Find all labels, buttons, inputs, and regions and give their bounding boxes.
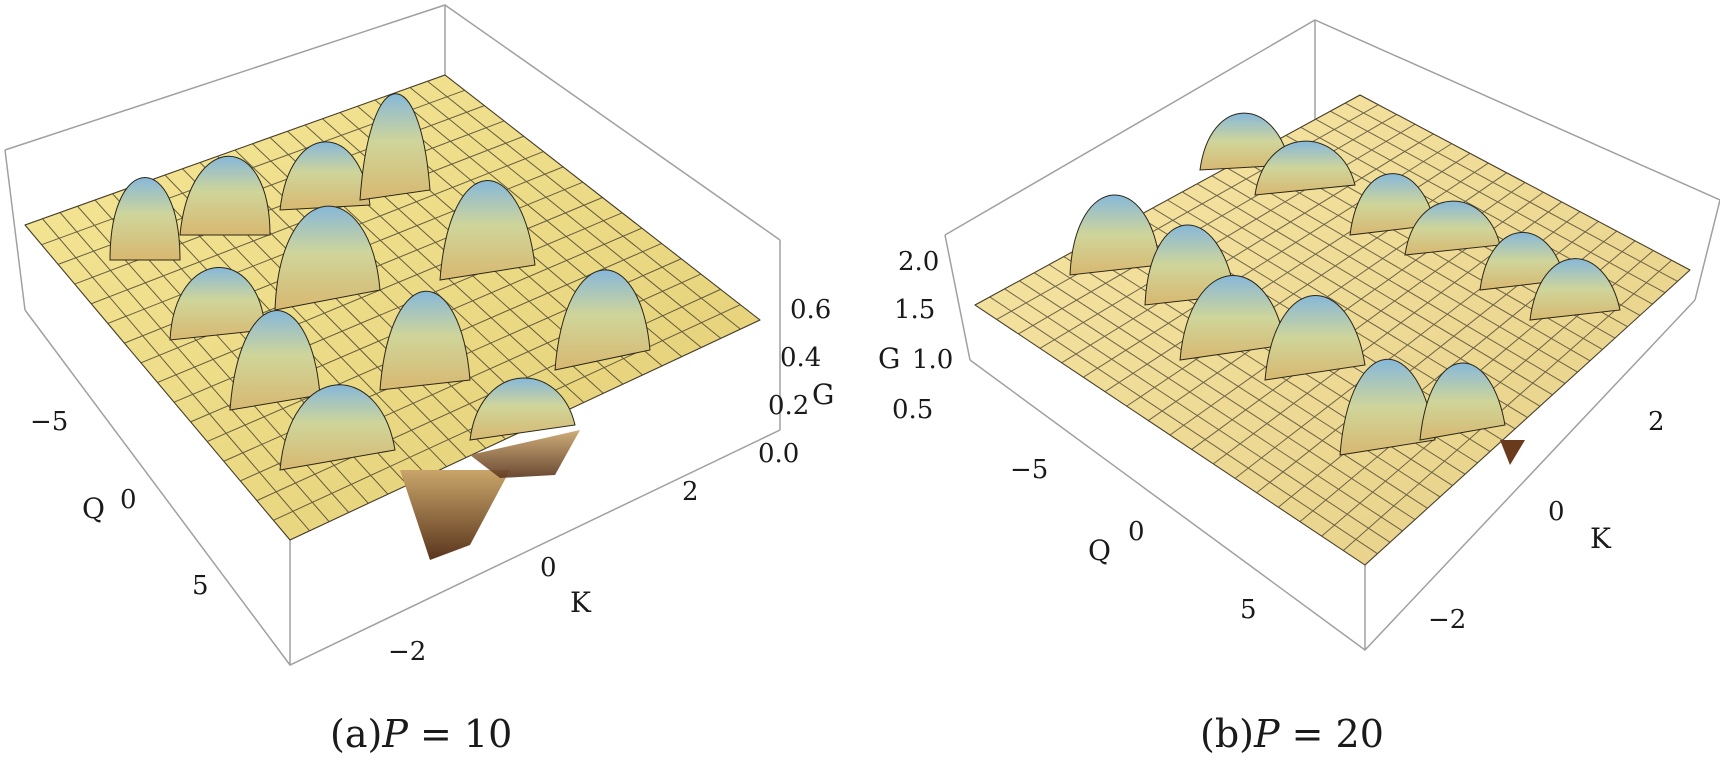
y-axis-b: −5 0 5 Q — [1010, 455, 1257, 625]
x-tick-label: 2 — [682, 477, 699, 507]
mesh-line — [974, 94, 1361, 306]
y-tick-label: −5 — [1010, 455, 1048, 485]
mesh-line — [1364, 269, 1691, 566]
valleys-b — [1500, 440, 1525, 465]
caption-prefix: (b) — [1200, 712, 1254, 756]
y-axis-label: Q — [1088, 534, 1111, 567]
y-axis-a: −5 0 5 Q — [30, 407, 209, 601]
z-tick-label: 0.0 — [758, 439, 799, 469]
peaks-b — [1069, 112, 1621, 456]
y-tick-label: 0 — [120, 485, 137, 515]
mesh-line — [24, 74, 446, 226]
x-axis-a: −2 0 2 K — [388, 477, 699, 667]
y-tick-label: 0 — [1128, 517, 1145, 547]
x-tick-label: 0 — [540, 553, 557, 583]
caption-equation: = 20 — [1279, 712, 1384, 756]
x-tick-label: 2 — [1648, 407, 1665, 437]
z-tick-label: 0.4 — [780, 343, 821, 373]
y-tick-label: 5 — [1240, 595, 1257, 625]
x-axis-label: K — [1590, 522, 1612, 555]
caption-a: (a)P = 10 — [330, 712, 512, 756]
peaks-a — [109, 93, 651, 471]
x-axis-b: −2 0 2 K — [1428, 407, 1665, 635]
x-axis-label: K — [570, 586, 592, 619]
panel-b: 2.0 1.5 1.0 0.5 G −5 0 5 Q −2 0 2 K (b)P… — [860, 0, 1720, 764]
y-tick-label: −5 — [30, 407, 68, 437]
z-axis-label: G — [878, 342, 900, 375]
surface-plot-a: 0.6 0.4 0.2 0.0 G −5 0 5 Q −2 0 2 K — [4, 4, 834, 667]
caption-b: (b)P = 20 — [1200, 712, 1384, 756]
z-tick-label: 1.0 — [912, 345, 953, 375]
z-axis-label: G — [812, 378, 834, 411]
x-tick-label: −2 — [388, 637, 426, 667]
y-tick-label: 5 — [192, 571, 209, 601]
caption-equation: = 10 — [407, 712, 513, 756]
mesh-line — [996, 104, 1379, 320]
caption-prefix: (a) — [330, 712, 383, 756]
bounding-box-b — [944, 19, 1720, 651]
z-tick-label: 0.5 — [892, 395, 933, 425]
mesh-line — [1061, 133, 1434, 364]
z-tick-label: 2.0 — [898, 247, 939, 277]
z-tick-label: 0.2 — [768, 391, 809, 421]
x-tick-label: −2 — [1428, 605, 1466, 635]
caption-variable: P — [1253, 712, 1280, 756]
surface-plot-b: 2.0 1.5 1.0 0.5 G −5 0 5 Q −2 0 2 K — [878, 19, 1720, 651]
caption-variable: P — [382, 712, 408, 756]
x-tick-label: 0 — [1548, 497, 1565, 527]
z-tick-label: 1.5 — [894, 295, 935, 325]
z-axis-a: 0.6 0.4 0.2 0.0 G — [758, 295, 834, 469]
z-axis-b: 2.0 1.5 1.0 0.5 G — [878, 247, 953, 425]
y-axis-label: Q — [82, 492, 105, 525]
panel-a: 0.6 0.4 0.2 0.0 G −5 0 5 Q −2 0 2 K (a)P… — [4, 4, 834, 756]
bounding-box-a — [4, 4, 781, 666]
z-tick-label: 0.6 — [790, 295, 831, 325]
valleys-a — [400, 430, 580, 560]
mesh-line — [1039, 123, 1416, 349]
